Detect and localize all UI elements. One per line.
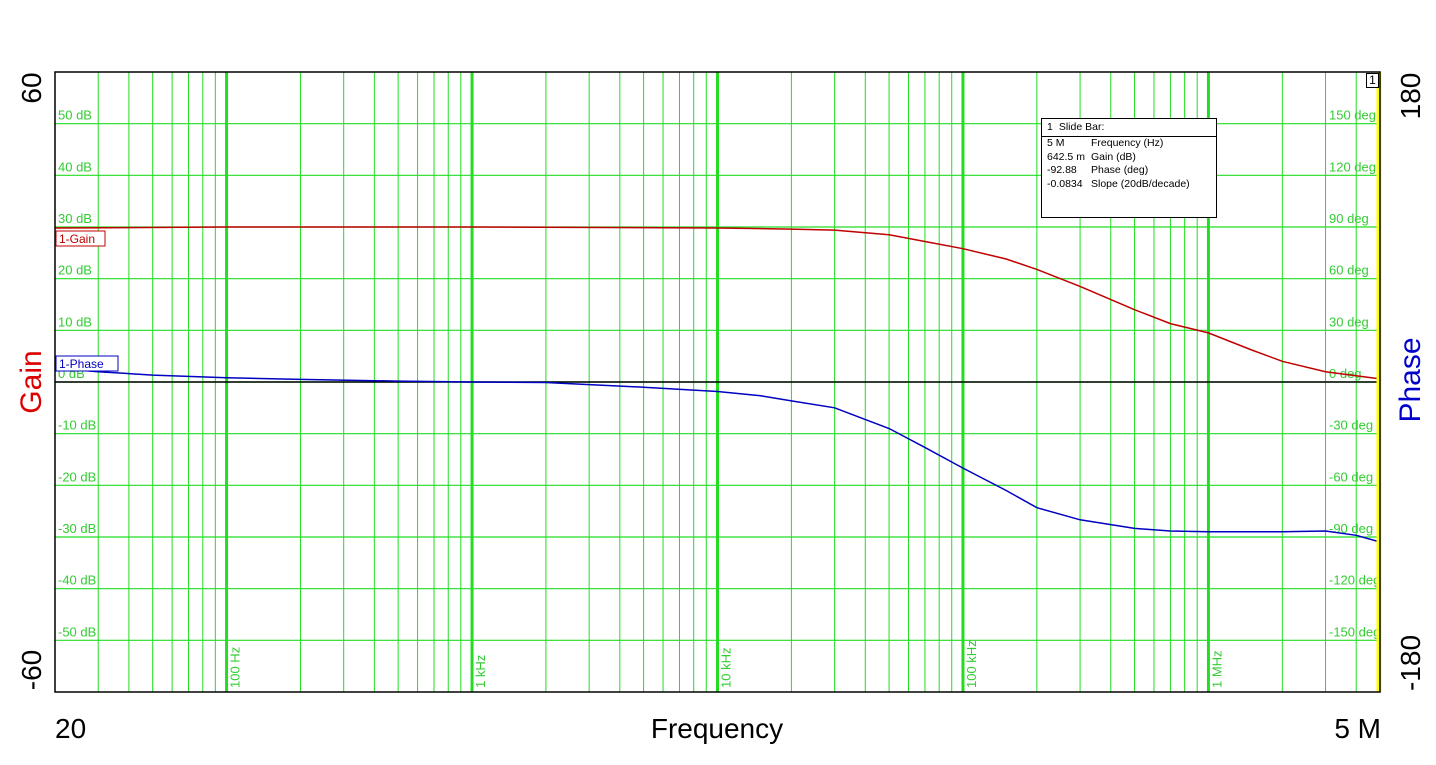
readout-title: Slide Bar:: [1058, 121, 1105, 133]
readout-row-phase: -92.88 Phase (deg): [1042, 164, 1216, 178]
x-decade-label: 1 MHz: [1209, 650, 1224, 688]
y-right-tick-label: -60 deg: [1329, 469, 1373, 484]
readout-label: Frequency (Hz): [1091, 137, 1164, 149]
y-left-tick-label: 20 dB: [58, 263, 92, 278]
y-left-tick-label: -50 dB: [58, 624, 96, 639]
gain-legend-label: 1-Gain: [59, 232, 95, 246]
readout-value: 5 M: [1047, 137, 1065, 149]
slide-bar-readout: 1 Slide Bar: 5 M Frequency (Hz) 642.5 m G…: [1041, 118, 1217, 218]
y-left-tick-label: 40 dB: [58, 159, 92, 174]
readout-row-slope: -0.0834 Slope (20dB/decade): [1042, 178, 1216, 192]
x-decade-label: 1 kHz: [473, 655, 488, 688]
readout-header: 1 Slide Bar:: [1042, 119, 1216, 137]
y-left-tick-label: 10 dB: [58, 314, 92, 329]
y-right-tick-label: 120 deg: [1329, 159, 1376, 174]
y-right-tick-label: 150 deg: [1329, 108, 1376, 123]
x-decade-label: 10 kHz: [719, 648, 734, 688]
readout-label: Phase (deg): [1091, 164, 1149, 176]
y-right-max-label: 180: [1395, 73, 1426, 120]
y-right-tick-label: 30 deg: [1329, 314, 1369, 329]
y-right-tick-label: -90 deg: [1329, 521, 1373, 536]
readout-value: -92.88: [1047, 164, 1077, 176]
readout-index: 1: [1047, 121, 1053, 133]
readout-row-frequency: 5 M Frequency (Hz): [1042, 137, 1216, 151]
y-left-tick-label: 50 dB: [58, 108, 92, 123]
readout-label: Gain (dB): [1091, 150, 1136, 163]
plot-frame: [54, 71, 1381, 693]
readout-value: -0.0834: [1047, 177, 1083, 190]
readout-row-gain: 642.5 m Gain (dB): [1042, 151, 1216, 165]
x-axis-title: Frequency: [651, 713, 783, 744]
y-left-max-label: 60: [16, 72, 47, 103]
y-right-tick-label: 60 deg: [1329, 263, 1369, 278]
phase-legend: 1-Phase: [55, 355, 119, 372]
y-left-tick-label: 30 dB: [58, 211, 92, 226]
slide-bar-marker-flag[interactable]: 1: [1366, 73, 1379, 88]
x-decade-label: 100 Hz: [228, 647, 243, 688]
x-min-label: 20: [55, 713, 86, 744]
marker-flag-text: 1: [1369, 73, 1376, 87]
series-line-gain: [54, 226, 1381, 380]
y-right-min-label: -180: [1395, 635, 1426, 691]
phase-legend-label: 1-Phase: [59, 357, 104, 371]
y-left-axis-title: Gain: [15, 350, 48, 413]
y-right-tick-label: -30 deg: [1329, 418, 1373, 433]
y-left-tick-label: -40 dB: [58, 573, 96, 588]
y-right-tick-label: -120 deg: [1329, 573, 1380, 588]
y-left-tick-label: -20 dB: [58, 469, 96, 484]
x-decade-label: 100 kHz: [964, 640, 979, 688]
readout-label: Slope (20dB/decade): [1091, 177, 1190, 190]
readout-value: 642.5 m: [1047, 150, 1085, 163]
y-left-tick-label: -10 dB: [58, 418, 96, 433]
y-left-tick-label: -30 dB: [58, 521, 96, 536]
y-right-tick-label: 90 deg: [1329, 211, 1369, 226]
gain-legend: 1-Gain: [55, 230, 106, 247]
x-max-label: 5 M: [1334, 713, 1381, 744]
series-line-phase: [54, 367, 1381, 543]
y-right-tick-label: 0 deg: [1329, 366, 1362, 381]
y-left-min-label: -60: [16, 650, 47, 690]
y-right-tick-label: -150 deg: [1329, 624, 1380, 639]
y-right-axis-title: Phase: [1394, 337, 1427, 422]
